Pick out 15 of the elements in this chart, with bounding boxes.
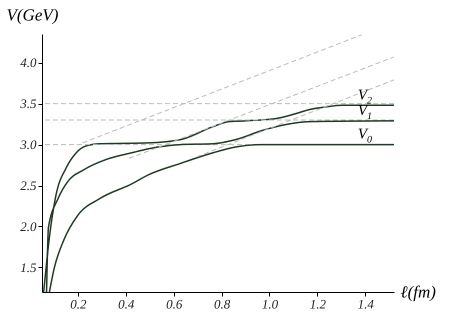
y-tick-label: 2.5: [20, 178, 37, 194]
x-tick-label: 1.4: [358, 296, 374, 312]
x-tick-label: 0.4: [118, 296, 135, 312]
x-axis-title: ℓ(fm): [400, 282, 436, 302]
x-tick-label: 1.2: [310, 296, 326, 312]
y-tick-label: 2.0: [20, 218, 37, 234]
y-tick-label: 3.0: [19, 137, 37, 152]
y-tick-label: 3.5: [19, 96, 37, 112]
y-axis-title: V(GeV): [6, 6, 59, 24]
y-tick-label: 4.0: [20, 55, 37, 70]
x-tick-label: 0.6: [166, 296, 183, 312]
x-tick-label: 0.8: [214, 296, 231, 312]
x-tick-label: 0.2: [70, 296, 88, 312]
x-tick-label: 1.0: [262, 296, 279, 312]
y-tick-label: 1.5: [20, 260, 37, 275]
